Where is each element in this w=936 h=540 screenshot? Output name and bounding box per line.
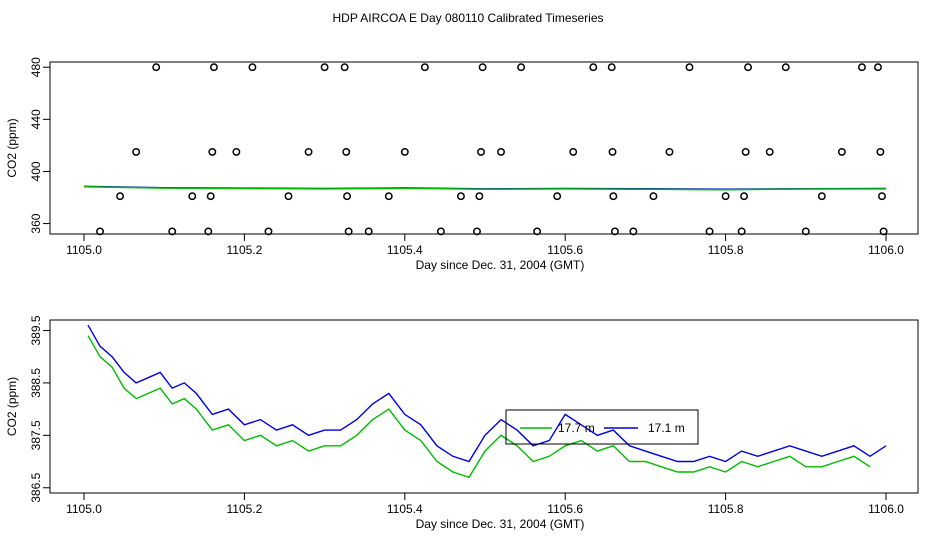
data-point	[320, 63, 329, 72]
x-axis-label: Day since Dec. 31, 2004 (GMT)	[416, 517, 585, 531]
figure-title: HDP AIRCOA E Day 080110 Calibrated Times…	[332, 11, 603, 25]
data-point	[168, 227, 177, 236]
x-tick-label: 1105.4	[387, 502, 423, 516]
x-tick-label: 1105.2	[226, 243, 262, 257]
data-point	[209, 63, 218, 72]
data-point	[478, 63, 487, 72]
data-point	[876, 147, 885, 156]
x-tick-label: 1106.0	[868, 502, 904, 516]
data-point	[589, 63, 598, 72]
data-point	[456, 192, 465, 201]
data-point	[188, 192, 197, 201]
data-point	[533, 227, 542, 236]
y-axis-label: CO2 (ppm)	[5, 118, 19, 177]
data-point	[304, 147, 313, 156]
x-tick-label: 1105.0	[66, 502, 102, 516]
data-point	[473, 227, 481, 236]
y-tick-label: 440	[29, 109, 43, 129]
data-point	[364, 227, 373, 236]
data-point	[340, 63, 349, 72]
data-point	[801, 227, 810, 236]
data-point	[132, 147, 141, 156]
data-point	[705, 227, 714, 236]
x-axis-label: Day since Dec. 31, 2004 (GMT)	[416, 258, 585, 272]
data-point	[420, 63, 429, 72]
data-point	[608, 147, 617, 156]
plot-frame	[49, 319, 919, 494]
data-point	[629, 227, 638, 236]
top-panel: 1105.0 1105.2 1105.4 1105.6 1105.8 1106.0 360 4…	[5, 57, 919, 272]
y-tick-label: 400	[29, 161, 43, 181]
data-point	[517, 63, 526, 72]
series-line-1	[87, 324, 887, 463]
data-point	[721, 192, 730, 201]
x-tick-label: 1106.0	[868, 243, 904, 257]
data-point	[96, 227, 104, 236]
data-point	[685, 63, 694, 72]
x-tick-label: 1105.6	[547, 243, 583, 257]
y-tick-label: 387.5	[29, 420, 43, 450]
data-point	[152, 63, 161, 72]
data-point	[436, 227, 445, 236]
series-line-1	[83, 185, 887, 191]
y-tick-label: 360	[29, 213, 43, 233]
data-point	[232, 147, 241, 156]
data-point	[116, 192, 125, 201]
data-point	[781, 63, 790, 72]
data-point	[206, 192, 215, 201]
data-point	[837, 147, 846, 156]
data-point	[344, 227, 353, 236]
data-point	[477, 147, 485, 156]
x-tick-label: 1105.4	[387, 243, 423, 257]
data-point	[248, 63, 257, 72]
data-point	[857, 63, 866, 72]
y-tick-label: 389.5	[29, 315, 43, 345]
data-point	[744, 63, 753, 72]
legend: 17.7 m 17.1 m	[505, 409, 699, 445]
data-point	[264, 227, 273, 236]
data-point	[553, 192, 562, 201]
legend-label-0: 17.7 m	[558, 421, 595, 435]
data-point	[609, 192, 618, 201]
x-tick-label: 1105.8	[708, 502, 744, 516]
data-point	[384, 192, 393, 201]
series-line-0	[87, 335, 871, 479]
data-point	[741, 147, 750, 156]
data-point	[569, 147, 578, 156]
data-point	[284, 192, 293, 201]
data-point	[497, 147, 505, 156]
data-point	[665, 147, 674, 156]
plot-frame	[49, 61, 919, 235]
legend-box	[505, 409, 699, 445]
x-tick-label: 1105.8	[708, 243, 744, 257]
data-point	[208, 147, 217, 156]
data-point	[475, 192, 484, 201]
data-point	[874, 63, 882, 72]
data-point	[649, 192, 658, 201]
legend-label-1: 17.1 m	[648, 421, 685, 435]
bottom-panel: 1105.0 1105.2 1105.4 1105.6 1105.8 1106.0 386.…	[5, 315, 919, 531]
y-tick-label: 386.5	[29, 472, 43, 502]
data-point	[400, 147, 409, 156]
data-point	[740, 192, 748, 201]
data-point	[204, 227, 213, 236]
data-point	[610, 227, 619, 236]
data-point	[879, 227, 888, 236]
y-axis-label: CO2 (ppm)	[5, 377, 19, 436]
data-point	[765, 147, 774, 156]
data-point	[607, 63, 616, 72]
x-tick-label: 1105.6	[547, 502, 583, 516]
data-point	[817, 192, 826, 201]
data-point	[737, 227, 746, 236]
x-tick-label: 1105.0	[66, 243, 102, 257]
data-point	[342, 147, 351, 156]
data-point	[878, 192, 886, 201]
y-tick-label: 480	[29, 57, 43, 77]
y-tick-label: 388.5	[29, 368, 43, 398]
x-tick-label: 1105.2	[226, 502, 262, 516]
data-point	[343, 192, 352, 201]
